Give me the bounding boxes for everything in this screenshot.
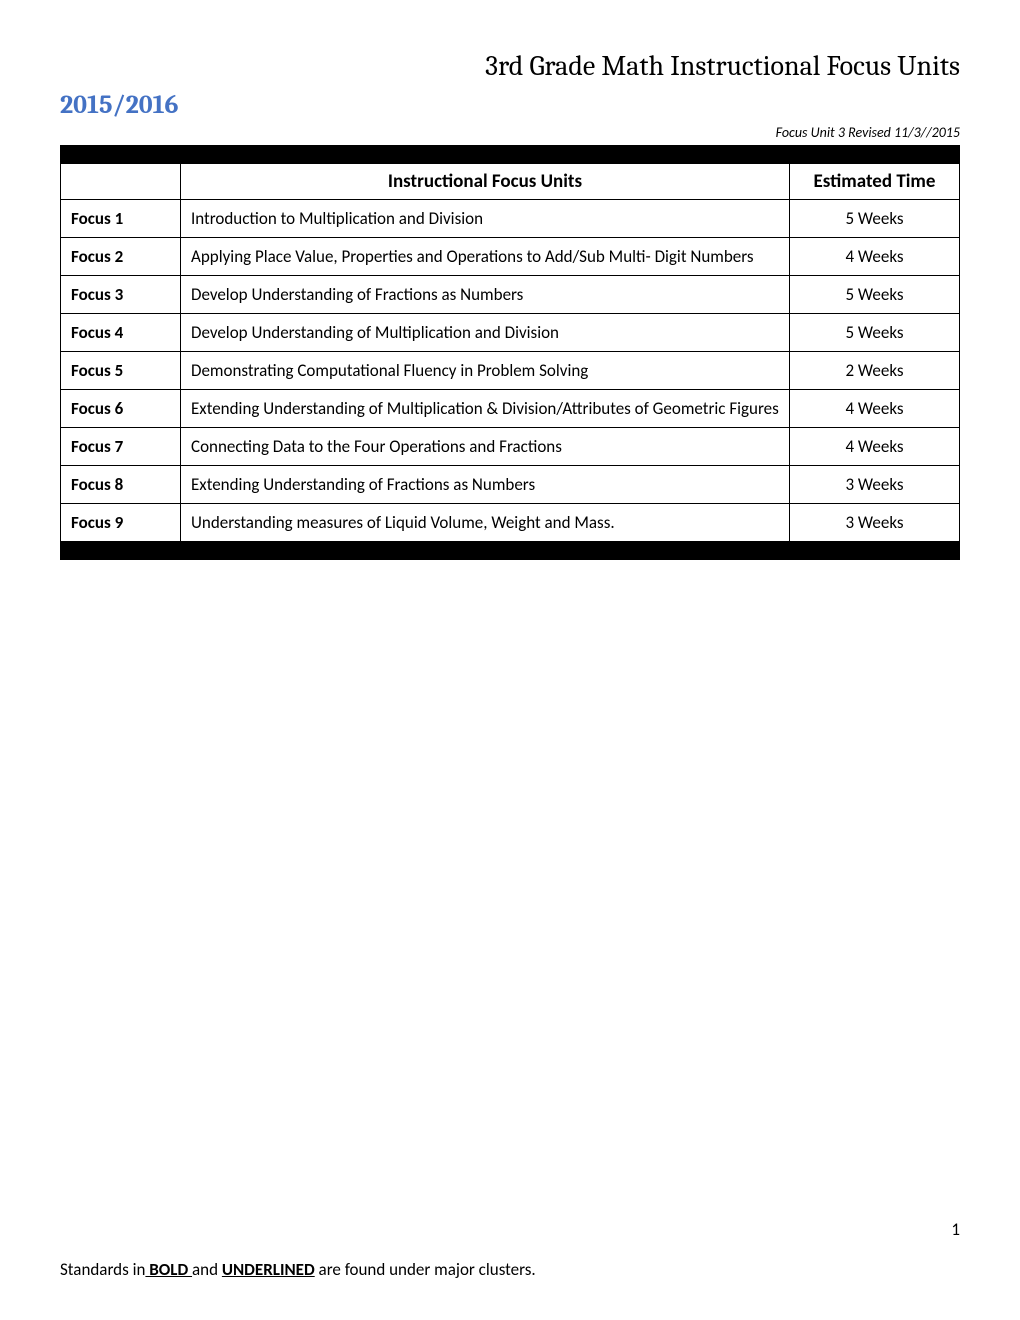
table-row: Focus 9 Understanding measures of Liquid… — [61, 504, 960, 542]
table-row: Focus 1 Introduction to Multiplication a… — [61, 200, 960, 238]
unit-description: Applying Place Value, Properties and Ope… — [181, 238, 790, 276]
estimated-time: 5 Weeks — [790, 200, 960, 238]
unit-description: Connecting Data to the Four Operations a… — [181, 428, 790, 466]
estimated-time: 5 Weeks — [790, 314, 960, 352]
estimated-time: 2 Weeks — [790, 352, 960, 390]
estimated-time: 4 Weeks — [790, 428, 960, 466]
footer-text-and: and — [192, 1259, 222, 1280]
table-row: Focus 2 Applying Place Value, Properties… — [61, 238, 960, 276]
estimated-time: 4 Weeks — [790, 238, 960, 276]
estimated-time: 4 Weeks — [790, 390, 960, 428]
table-row: Focus 7 Connecting Data to the Four Oper… — [61, 428, 960, 466]
unit-description: Introduction to Multiplication and Divis… — [181, 200, 790, 238]
table-bottom-border — [61, 542, 960, 560]
page-number: 1 — [951, 1219, 960, 1240]
focus-label: Focus 1 — [61, 200, 181, 238]
table-row: Focus 4 Develop Understanding of Multipl… — [61, 314, 960, 352]
focus-label: Focus 6 — [61, 390, 181, 428]
focus-label: Focus 9 — [61, 504, 181, 542]
footer-text-suffix: are found under major clusters. — [315, 1259, 536, 1280]
footer-bold-text: BOLD — [145, 1259, 192, 1280]
header-time-col: Estimated Time — [790, 164, 960, 200]
unit-description: Understanding measures of Liquid Volume,… — [181, 504, 790, 542]
focus-label: Focus 7 — [61, 428, 181, 466]
estimated-time: 3 Weeks — [790, 504, 960, 542]
unit-description: Develop Understanding of Fractions as Nu… — [181, 276, 790, 314]
school-year: 2015/2016 — [60, 90, 960, 120]
table-row: Focus 5 Demonstrating Computational Flue… — [61, 352, 960, 390]
estimated-time: 3 Weeks — [790, 466, 960, 504]
table-header-row: Instructional Focus Units Estimated Time — [61, 164, 960, 200]
revised-note: Focus Unit 3 Revised 11/3//2015 — [60, 124, 960, 141]
table-row: Focus 8 Extending Understanding of Fract… — [61, 466, 960, 504]
unit-description: Extending Understanding of Fractions as … — [181, 466, 790, 504]
unit-description: Develop Understanding of Multiplication … — [181, 314, 790, 352]
unit-description: Demonstrating Computational Fluency in P… — [181, 352, 790, 390]
table-row: Focus 6 Extending Understanding of Multi… — [61, 390, 960, 428]
focus-label: Focus 2 — [61, 238, 181, 276]
footer-underlined-text: UNDERLINED — [222, 1259, 315, 1280]
header-focus-col — [61, 164, 181, 200]
page-title: 3rd Grade Math Instructional Focus Units — [60, 50, 960, 82]
header-units-col: Instructional Focus Units — [181, 164, 790, 200]
focus-label: Focus 8 — [61, 466, 181, 504]
footer-text-prefix: Standards in — [60, 1259, 145, 1280]
unit-description: Extending Understanding of Multiplicatio… — [181, 390, 790, 428]
footer-note: Standards in BOLD and UNDERLINED are fou… — [60, 1259, 960, 1280]
focus-label: Focus 5 — [61, 352, 181, 390]
table-top-border — [61, 146, 960, 164]
focus-units-table: Instructional Focus Units Estimated Time… — [60, 145, 960, 560]
focus-label: Focus 3 — [61, 276, 181, 314]
estimated-time: 5 Weeks — [790, 276, 960, 314]
focus-label: Focus 4 — [61, 314, 181, 352]
table-row: Focus 3 Develop Understanding of Fractio… — [61, 276, 960, 314]
